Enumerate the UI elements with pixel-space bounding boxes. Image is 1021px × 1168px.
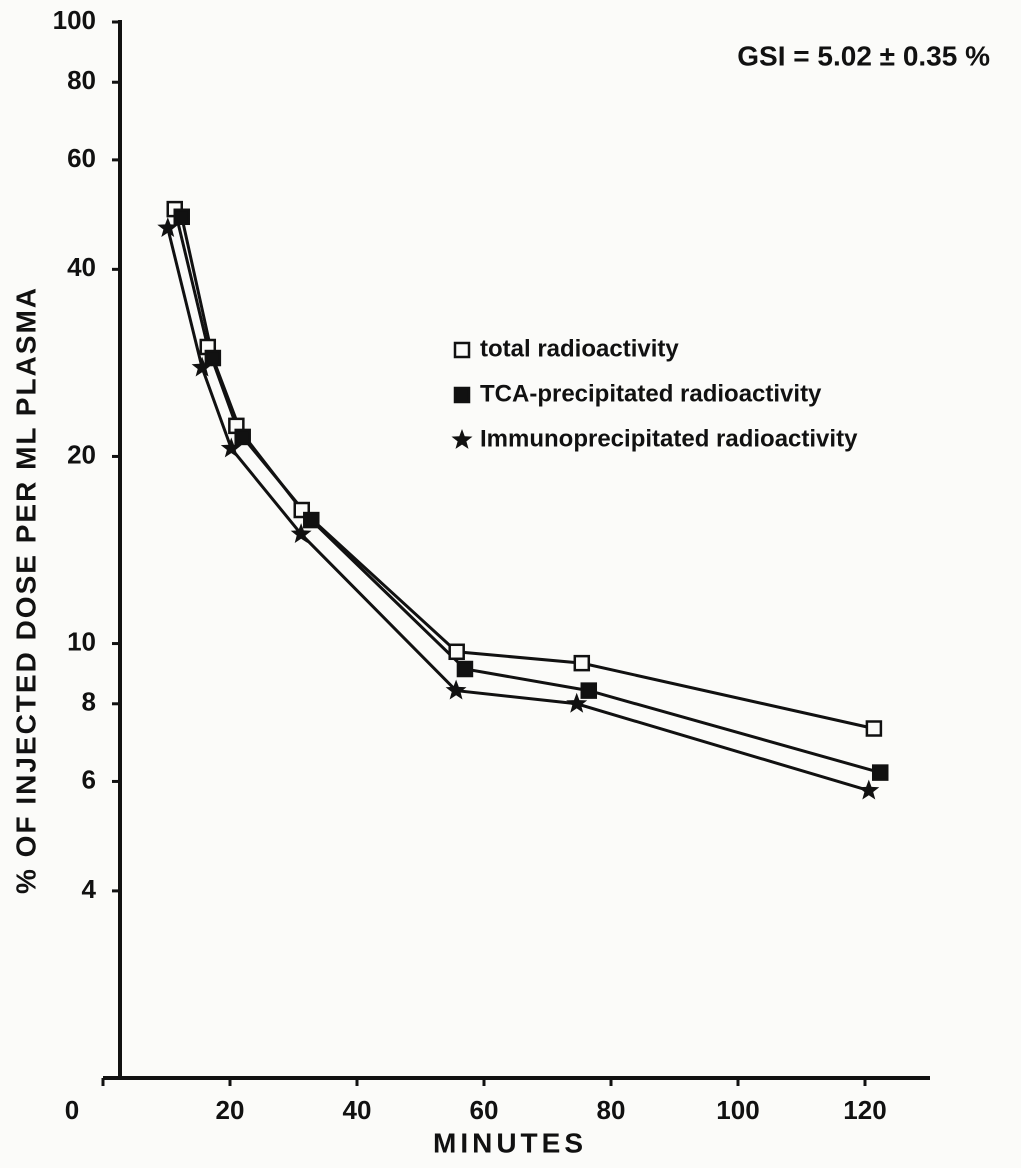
trend-line: [166, 227, 870, 793]
square-marker: [580, 682, 598, 699]
star-marker: [858, 779, 880, 800]
x-tick-label: 60: [470, 1095, 499, 1125]
y-tick-label: 80: [67, 65, 96, 95]
star-marker: [191, 356, 213, 377]
square-marker: [865, 720, 883, 737]
y-tick-label: 4: [82, 874, 97, 904]
x-tick-label: 120: [843, 1095, 886, 1125]
x-tick-label: 40: [343, 1095, 372, 1125]
square-marker: [871, 764, 889, 781]
x-tick-label: 20: [216, 1095, 245, 1125]
y-tick-label: 20: [67, 439, 96, 469]
y-tick-label: 8: [82, 687, 96, 717]
legend-label: TCA-precipitated radioactivity: [480, 380, 822, 407]
x-tick-label: 100: [716, 1095, 759, 1125]
square-marker: [573, 654, 591, 672]
square-marker: [204, 349, 222, 367]
legend-label: Immunoprecipitated radioactivity: [480, 425, 858, 452]
square-marker: [448, 643, 465, 661]
y-tick-label: 60: [67, 143, 96, 173]
x-tick-label: 80: [597, 1095, 626, 1125]
y-tick-label: 100: [53, 5, 96, 35]
square-marker: [303, 511, 320, 529]
y-axis-label: % OF INJECTED DOSE PER ML PLASMA: [10, 286, 41, 894]
star-marker: [290, 523, 312, 543]
star-marker: [445, 679, 467, 700]
star-marker: [157, 217, 179, 237]
trend-line: [173, 208, 875, 730]
square-marker: [234, 428, 251, 446]
legend-marker: [453, 341, 471, 359]
square-marker: [456, 660, 474, 678]
legend-marker: [453, 386, 471, 404]
legend-marker: [451, 429, 473, 449]
annotation: GSI = 5.02 ± 0.35 %: [737, 40, 990, 71]
y-tick-label: 10: [67, 626, 96, 656]
square-marker: [173, 208, 190, 226]
x-tick-label: 0: [65, 1095, 79, 1125]
y-tick-label: 40: [67, 252, 96, 282]
legend-label: total radioactivity: [480, 335, 679, 362]
y-tick-label: 6: [82, 764, 96, 794]
x-axis-label: MINUTES: [433, 1127, 587, 1158]
star-marker: [220, 437, 242, 458]
trend-line: [180, 216, 881, 775]
star-marker: [566, 692, 588, 713]
